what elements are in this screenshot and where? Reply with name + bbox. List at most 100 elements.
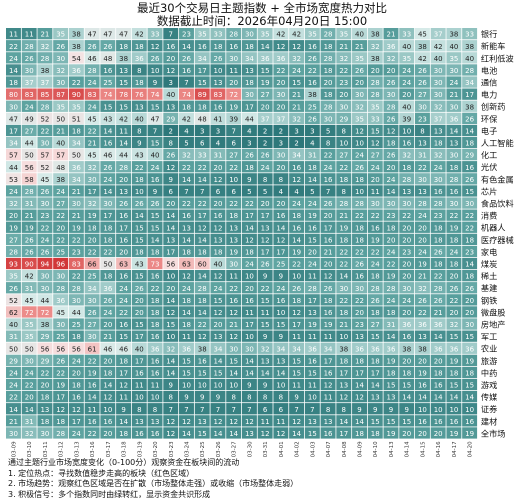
cell-value-label: 18	[182, 248, 191, 256]
cell-value-label: 14	[198, 176, 207, 184]
heatmap-cell	[273, 185, 289, 197]
heatmap-cell	[53, 354, 69, 366]
heatmap-cell	[383, 342, 399, 354]
cell-value-label: 30	[465, 321, 474, 329]
heatmap-cell	[194, 330, 210, 342]
cell-value-label: 18	[355, 176, 364, 184]
cell-value-label: 14	[245, 369, 254, 377]
cell-value-label: 40	[135, 345, 144, 353]
heatmap-cell	[84, 378, 100, 391]
cell-value-label: 18	[182, 103, 191, 111]
heatmap-cell	[320, 403, 336, 415]
heatmap-cell	[352, 318, 367, 330]
heatmap-cell	[53, 52, 69, 64]
heatmap-cell	[336, 366, 352, 379]
heatmap-cell	[320, 100, 336, 112]
cell-value-label: 31	[25, 285, 34, 293]
cell-value-label: 15	[119, 103, 128, 111]
cell-value-label: 4	[294, 188, 299, 196]
heatmap-cell	[446, 197, 462, 209]
heatmap-cell	[179, 342, 194, 354]
cell-value-label: 18	[387, 224, 396, 232]
cell-value-label: 26	[103, 43, 112, 51]
heatmap-cell	[367, 415, 383, 427]
cell-value-label: 13	[198, 418, 207, 426]
heatmap-cell	[367, 233, 383, 245]
heatmap-cell	[210, 173, 226, 185]
heatmap-cell	[179, 270, 194, 282]
x-tick-label: 04-03	[310, 441, 316, 457]
heatmap-cell	[147, 100, 163, 112]
heatmap-cell	[68, 391, 84, 403]
heatmap-cell	[352, 112, 367, 124]
heatmap-cell	[53, 318, 69, 330]
cell-value-label: 29	[339, 115, 348, 123]
cell-value-label: 7	[231, 406, 235, 414]
heatmap-cell	[367, 257, 383, 270]
cell-value-label: 35	[72, 103, 81, 111]
cell-value-label: 12	[324, 273, 333, 281]
heatmap-cell	[131, 124, 147, 137]
cell-value-label: 22	[40, 127, 49, 135]
cell-value-label: 26	[56, 43, 65, 51]
heatmap-cell	[320, 294, 336, 306]
heatmap-cell	[352, 342, 367, 354]
cell-value-label: 12	[229, 333, 238, 341]
cell-value-label: 16	[324, 430, 333, 438]
cell-value-label: 18	[434, 261, 443, 269]
cell-value-label: 13	[276, 357, 285, 365]
heatmap-cell	[37, 342, 53, 354]
cell-value-label: 30	[40, 285, 49, 293]
heatmap-cell	[399, 28, 415, 40]
heatmap-cell	[446, 366, 462, 379]
heatmap-cell	[273, 209, 289, 221]
cell-value-label: 24	[387, 297, 396, 305]
heatmap-cell	[6, 403, 21, 415]
cell-value-label: 20	[166, 285, 175, 293]
cell-value-label: 15	[465, 188, 474, 196]
heatmap-cell	[68, 342, 84, 354]
heatmap-cell	[320, 366, 336, 379]
heatmap-cell	[68, 136, 84, 149]
cell-value-label: 32	[182, 152, 191, 160]
heatmap-cell	[68, 378, 84, 391]
heatmap-cell	[289, 100, 305, 112]
cell-value-label: 22	[25, 382, 34, 390]
cell-value-label: 22	[355, 212, 364, 220]
heatmap-cell	[289, 173, 305, 185]
heatmap-cell	[352, 415, 367, 427]
cell-value-label: 28	[371, 91, 380, 99]
heatmap-cell	[194, 318, 210, 330]
heatmap-cell	[68, 403, 84, 415]
cell-value-label: 4	[279, 188, 284, 196]
cell-value-label: 14	[245, 357, 254, 365]
heatmap-cell	[446, 221, 462, 233]
heatmap-cell	[53, 76, 69, 88]
heatmap-cell	[352, 100, 367, 112]
heatmap-cell	[352, 233, 367, 245]
heatmap-cell	[68, 221, 84, 233]
heatmap-cell	[446, 306, 462, 318]
cell-value-label: 15	[213, 297, 222, 305]
heatmap-cell	[430, 257, 446, 270]
heatmap-cell	[210, 378, 226, 391]
heatmap-cell	[226, 427, 242, 439]
heatmap-cell	[6, 76, 21, 88]
heatmap-cell	[336, 28, 352, 40]
heatmap-cell	[414, 354, 430, 366]
heatmap-cell	[241, 354, 257, 366]
cell-value-label: 20	[402, 91, 411, 99]
heatmap-cell	[147, 64, 163, 76]
heatmap-cell	[273, 270, 289, 282]
cell-value-label: 78	[119, 91, 128, 99]
heatmap-cell	[37, 112, 53, 124]
cell-value-label: 2	[169, 127, 173, 135]
heatmap-cell	[430, 136, 446, 149]
heatmap-cell	[399, 221, 415, 233]
cell-value-label: 22	[40, 224, 49, 232]
heatmap-cell	[53, 173, 69, 185]
cell-value-label: 14	[213, 430, 222, 438]
heatmap-cell	[430, 354, 446, 366]
heatmap-cell	[367, 76, 383, 88]
cell-value-label: 24	[276, 285, 285, 293]
